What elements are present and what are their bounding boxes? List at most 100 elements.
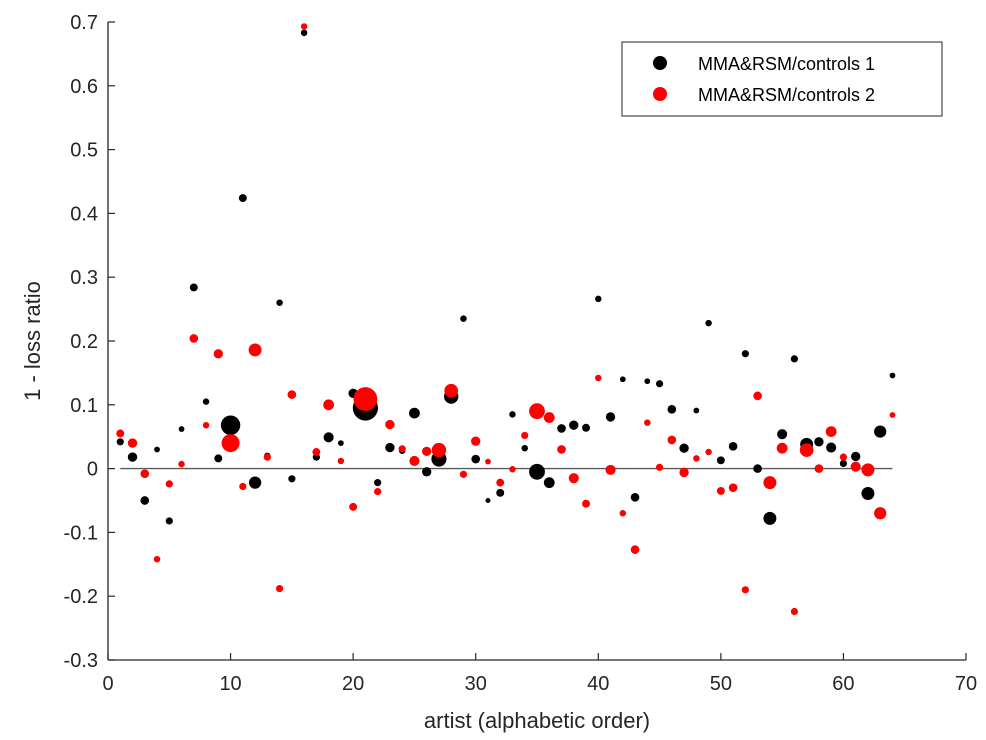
y-tick-label: -0.2 bbox=[64, 586, 98, 608]
data-point-series-1 bbox=[619, 376, 626, 383]
data-point-series-2 bbox=[741, 586, 749, 594]
y-tick-label: -0.3 bbox=[64, 650, 98, 672]
data-point-series-1 bbox=[667, 404, 677, 414]
data-point-series-1 bbox=[214, 454, 223, 463]
data-point-series-2 bbox=[568, 473, 579, 484]
data-point-series-2 bbox=[127, 438, 138, 448]
y-tick-label: 0.2 bbox=[70, 331, 98, 353]
y-tick-label: 0.7 bbox=[70, 12, 98, 34]
data-point-series-1 bbox=[300, 29, 308, 37]
legend-marker-series-1 bbox=[653, 56, 667, 70]
data-point-series-1 bbox=[509, 411, 516, 418]
data-point-series-2 bbox=[667, 435, 677, 445]
data-point-series-1 bbox=[728, 441, 738, 451]
y-tick-label: 0.6 bbox=[70, 76, 98, 98]
data-point-series-2 bbox=[728, 483, 738, 493]
data-point-series-2 bbox=[459, 470, 468, 478]
data-point-series-1 bbox=[202, 398, 210, 405]
data-point-series-1 bbox=[521, 444, 528, 452]
data-point-series-2 bbox=[619, 510, 627, 517]
data-point-series-2 bbox=[790, 607, 799, 616]
data-point-series-2 bbox=[850, 461, 861, 472]
data-point-series-2 bbox=[753, 391, 762, 401]
data-point-series-2 bbox=[509, 465, 516, 473]
data-point-series-2 bbox=[202, 421, 210, 429]
data-point-series-1 bbox=[276, 299, 283, 306]
data-point-series-1 bbox=[385, 442, 395, 453]
x-tick-label: 30 bbox=[465, 673, 487, 695]
data-point-series-2 bbox=[605, 464, 616, 475]
data-point-series-1 bbox=[374, 479, 382, 487]
y-ticks: -0.3 -0.2 -0.1 0 0.1 0.2 0.3 0.4 0.5 0.6 0.7 bbox=[64, 12, 115, 672]
data-point-series-1 bbox=[814, 437, 824, 447]
data-point-series-2 bbox=[679, 467, 689, 478]
y-tick-label: 0.3 bbox=[70, 267, 98, 289]
data-point-series-1 bbox=[248, 476, 262, 489]
data-point-series-2 bbox=[763, 476, 777, 490]
data-point-series-1 bbox=[790, 355, 799, 363]
data-point-series-2 bbox=[165, 480, 173, 488]
data-point-series-1 bbox=[716, 456, 725, 465]
data-point-series-1 bbox=[189, 283, 198, 292]
data-point-series-2 bbox=[814, 464, 824, 473]
data-point-series-1 bbox=[409, 407, 420, 419]
data-point-series-1 bbox=[605, 412, 616, 422]
y-tick-label: 0.1 bbox=[70, 395, 98, 417]
data-point-series-2 bbox=[153, 555, 161, 563]
legend: MMA&RSM/controls 1 MMA&RSM/controls 2 bbox=[621, 41, 943, 117]
data-point-series-2 bbox=[116, 429, 125, 438]
data-point-series-1 bbox=[140, 496, 150, 505]
data-point-series-1 bbox=[861, 487, 875, 500]
data-point-series-1 bbox=[496, 488, 505, 497]
data-point-series-1 bbox=[763, 511, 777, 525]
x-tick-label: 60 bbox=[832, 673, 854, 695]
data-point-series-2 bbox=[655, 463, 664, 471]
data-point-series-1 bbox=[529, 463, 545, 480]
data-point-series-2 bbox=[693, 455, 700, 462]
data-point-series-1 bbox=[705, 319, 712, 327]
data-point-series-2 bbox=[543, 412, 555, 423]
data-point-series-1 bbox=[338, 440, 344, 446]
data-point-series-2 bbox=[422, 446, 432, 457]
data-point-series-2 bbox=[287, 390, 297, 399]
data-point-series-2 bbox=[349, 502, 358, 511]
x-tick-label: 50 bbox=[710, 673, 732, 695]
data-point-series-1 bbox=[485, 497, 491, 504]
x-tick-label: 40 bbox=[587, 673, 609, 695]
data-point-series-2 bbox=[409, 455, 420, 466]
data-point-series-2 bbox=[140, 469, 150, 479]
data-point-series-1 bbox=[288, 475, 296, 483]
data-point-series-2 bbox=[239, 482, 247, 491]
data-point-series-2 bbox=[189, 334, 199, 343]
legend-box bbox=[621, 41, 943, 117]
data-point-series-2 bbox=[889, 412, 896, 418]
data-point-series-2 bbox=[431, 442, 447, 458]
data-point-series-2 bbox=[825, 426, 837, 437]
data-point-series-2 bbox=[799, 443, 814, 457]
x-tick-label: 0 bbox=[102, 673, 113, 695]
data-point-series-1 bbox=[323, 432, 334, 443]
data-point-series-1 bbox=[220, 415, 241, 435]
data-point-series-1 bbox=[154, 446, 160, 453]
data-point-series-2 bbox=[861, 463, 875, 477]
data-point-series-2 bbox=[312, 448, 321, 456]
x-axis-label: artist (alphabetic order) bbox=[424, 708, 650, 733]
data-point-series-1 bbox=[679, 443, 689, 453]
x-ticks: 0 10 20 30 40 50 60 70 bbox=[102, 653, 977, 695]
data-point-series-1 bbox=[693, 407, 700, 414]
legend-marker-series-2 bbox=[653, 87, 667, 101]
data-point-series-2 bbox=[300, 23, 308, 30]
data-point-series-1 bbox=[178, 426, 185, 432]
y-tick-label: 0 bbox=[87, 459, 98, 481]
data-point-series-2 bbox=[398, 445, 406, 453]
x-tick-label: 10 bbox=[219, 673, 241, 695]
data-point-series-1 bbox=[127, 452, 138, 462]
data-point-series-1 bbox=[543, 477, 555, 489]
data-point-series-1 bbox=[851, 451, 861, 462]
data-point-series-2 bbox=[471, 436, 481, 446]
data-point-series-1 bbox=[595, 295, 602, 303]
data-point-series-1 bbox=[238, 194, 247, 203]
y-axis-label: 1 - loss ratio bbox=[20, 281, 45, 401]
data-point-series-2 bbox=[353, 387, 378, 411]
